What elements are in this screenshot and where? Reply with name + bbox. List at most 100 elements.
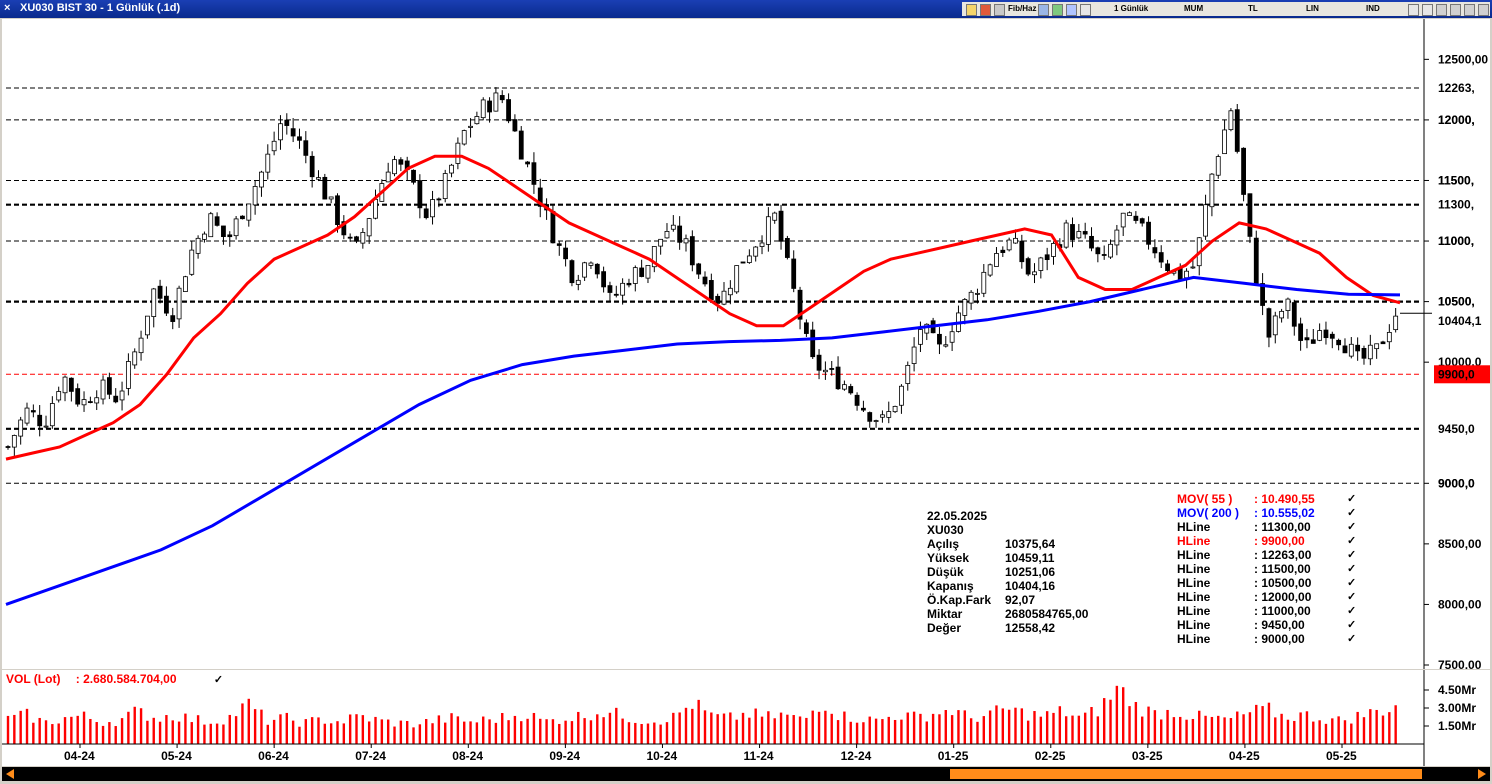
candle-body [949,331,955,343]
candle-body [727,287,733,296]
candle-body [354,236,359,242]
volume-bar [1160,719,1163,744]
legend-name: HLine [1177,534,1211,548]
legend-check-icon[interactable]: ✓ [1347,619,1357,631]
volume-check-icon[interactable]: ✓ [213,674,224,686]
volume-panel[interactable]: 4.50Mr 3.00Mr 1.50Mr 04-24 05-24 06-24 07-24 08… [2,670,1490,766]
volume-bar [76,715,79,744]
time-scrollbar[interactable] [2,767,1490,781]
price-chart[interactable]: 12500,0012000,11500,11000,10500,10000,09… [2,19,1490,672]
legend-check-icon[interactable]: ✓ [1347,521,1357,533]
scale-selector[interactable]: LIN [1306,4,1319,13]
candle-body [822,369,828,373]
scroll-left-icon[interactable] [6,769,14,779]
legend-check-icon[interactable]: ✓ [1347,493,1357,505]
volume-bar [310,717,314,744]
indicator-selector[interactable]: IND [1366,4,1380,13]
candle-body [803,322,809,334]
candle-body [81,399,87,406]
volume-bar [621,718,624,744]
volume-bar [133,706,136,744]
restore-icon[interactable] [1450,4,1461,16]
candle-body [1253,237,1259,284]
candle-body [335,195,340,225]
info-label: Ö.Kap.Fark [927,593,992,607]
candle-body [518,130,524,160]
period-selector[interactable]: 1 Günlük [1114,4,1149,13]
legend-check-icon[interactable]: ✓ [1347,507,1357,519]
volume-bar [95,722,98,744]
volume-bar [241,703,244,744]
zoom-icon[interactable] [1066,4,1077,16]
legend-check-icon[interactable]: ✓ [1347,563,1357,575]
volume-bar [190,722,193,744]
volume-bar [120,718,124,744]
minimize-icon[interactable] [1436,4,1447,16]
x-tick-label: 07-24 [355,749,386,763]
candle-body [125,361,131,389]
help-icon[interactable] [1408,4,1419,16]
candle-body [1279,310,1285,319]
volume-bar [425,719,428,744]
volume-bar [1312,721,1315,744]
volume-bar [405,721,409,744]
legend-check-icon[interactable]: ✓ [1347,577,1357,589]
legend-check-icon[interactable]: ✓ [1347,605,1357,617]
candle-body [1032,271,1037,276]
fib-tool-button[interactable]: Fib/Haz [1008,4,1037,13]
scroll-right-icon[interactable] [1478,769,1486,779]
volume-bar [653,722,656,744]
volume-bar [1236,711,1239,744]
y-tick-label: 12500,00 [1438,52,1488,66]
candle-body [1348,343,1354,357]
legend-check-icon[interactable]: ✓ [1347,591,1357,603]
candle-body [398,159,404,165]
volume-chart[interactable]: 4.50Mr 3.00Mr 1.50Mr 04-24 05-24 06-24 07-24 08… [2,670,1490,766]
draw-icon[interactable] [1052,4,1063,16]
close-icon[interactable]: × [4,2,11,14]
hline-label: 9450,0 [1438,422,1475,436]
legend-check-icon[interactable]: ✓ [1347,549,1357,561]
volume-bar [900,719,903,744]
price-chart-panel[interactable]: 12500,00 12000, 11500, 11000, 10500, 10000,0 9… [2,19,1490,672]
hline-label-bg [1434,365,1490,384]
volume-bar [760,716,764,744]
scroll-thumb[interactable] [950,769,1422,779]
candle-body [455,142,461,164]
candle-body [689,236,695,266]
candle-body [791,258,797,289]
candle-body [94,397,100,404]
currency-selector[interactable]: TL [1248,4,1258,13]
volume-bar [63,717,67,744]
volume-bar [969,718,973,744]
candle-body [899,385,904,406]
maximize-icon[interactable] [1464,4,1475,16]
settings-icon[interactable] [1080,4,1091,16]
volume-bar [887,716,890,744]
copy-icon[interactable] [994,4,1005,16]
volume-bar [697,699,700,744]
volume-bar [222,724,225,744]
legend-check-icon[interactable]: ✓ [1347,633,1357,645]
x-tick-label: 12-24 [841,749,872,763]
print-icon[interactable] [980,4,991,16]
x-tick-label: 05-24 [161,749,192,763]
chart-type-selector[interactable]: MUM [1184,4,1204,13]
volume-bar [1134,701,1138,744]
volume-bar [558,723,561,744]
volume-bar [577,711,580,744]
pen-icon[interactable] [1422,4,1433,16]
volume-bar [798,716,802,744]
candle-body [322,176,328,200]
window-close-icon[interactable] [1478,4,1489,16]
legend-check-icon[interactable]: ✓ [1347,535,1357,547]
y-tick-label: 11500, [1438,173,1474,187]
candle-body [430,199,435,218]
grid-icon[interactable] [1038,4,1049,16]
volume-bar [367,721,371,744]
candle-body [873,420,879,422]
volume-bar [1179,716,1182,744]
save-icon[interactable] [966,4,977,16]
volume-bar [779,712,783,744]
candle-body [144,315,150,336]
